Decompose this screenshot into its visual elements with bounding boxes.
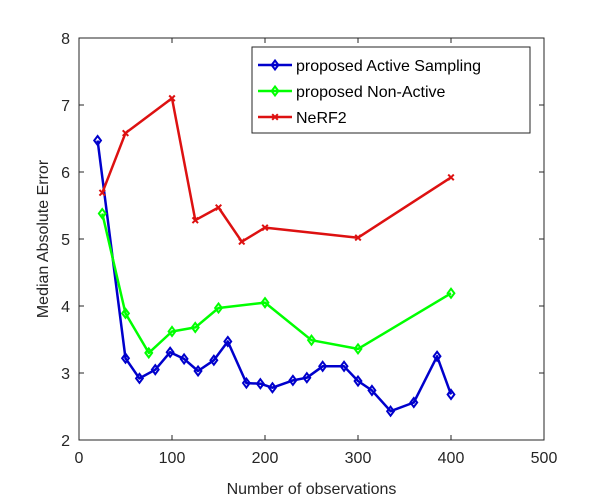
x-axis-label: Number of observations	[227, 481, 397, 498]
y-axis-label: Median Absolute Error	[35, 159, 52, 318]
data-point-nerf2	[354, 234, 362, 242]
data-point-proposed-non-active	[213, 301, 224, 315]
legend-label-nerf2: NeRF2	[296, 110, 347, 127]
legend-label-proposed-active-sampling: proposed Active Sampling	[296, 58, 481, 75]
data-point-proposed-non-active	[260, 296, 270, 309]
series-nerf2	[98, 94, 455, 246]
y-tick-label: 7	[61, 98, 70, 115]
legend-marker-proposed-non-active	[270, 84, 280, 98]
data-point-nerf2	[238, 238, 246, 246]
legend: proposed Active Sampling proposed Non-Act…	[251, 46, 531, 134]
data-point-proposed-active-sampling	[409, 396, 419, 409]
data-point-proposed-active-sampling	[120, 352, 131, 365]
data-point-proposed-active-sampling	[241, 376, 252, 390]
data-point-proposed-non-active	[446, 287, 456, 300]
y-tick-label: 5	[61, 232, 70, 249]
legend-label-proposed-non-active: proposed Non-Active	[296, 84, 446, 101]
data-point-proposed-active-sampling	[318, 360, 328, 373]
data-point-nerf2	[168, 94, 176, 102]
data-point-proposed-active-sampling	[385, 405, 396, 418]
data-point-proposed-active-sampling	[193, 364, 203, 378]
x-tick-label: 0	[75, 450, 84, 467]
legend-marker-proposed-active-sampling	[270, 58, 280, 72]
data-point-proposed-active-sampling	[92, 134, 103, 147]
x-tick-label: 500	[531, 450, 558, 467]
data-point-proposed-active-sampling	[302, 371, 312, 384]
data-point-nerf2	[261, 224, 269, 232]
legend-item-proposed-active-sampling: proposed Active Sampling	[258, 58, 481, 75]
x-tick-label: 400	[438, 450, 465, 467]
legend-item-nerf2: NeRF2	[258, 110, 347, 127]
y-tick-label: 2	[61, 433, 70, 450]
data-point-proposed-active-sampling	[353, 374, 363, 388]
data-point-proposed-active-sampling	[209, 354, 219, 367]
data-point-proposed-active-sampling	[367, 384, 377, 397]
axes-layer: 0 100 200 300 400 500 2 3 4 5 6 7 8	[61, 31, 557, 467]
y-tick-label: 4	[61, 299, 70, 316]
data-point-proposed-active-sampling	[179, 352, 189, 366]
series-line-proposed-active-sampling	[96, 140, 453, 413]
data-point-proposed-active-sampling	[150, 363, 160, 376]
data-point-proposed-non-active	[190, 321, 200, 334]
y-tick-label: 8	[61, 31, 70, 48]
data-point-proposed-active-sampling	[165, 346, 175, 359]
series-layer	[92, 94, 456, 418]
data-point-proposed-active-sampling	[288, 374, 298, 387]
data-point-proposed-active-sampling	[223, 335, 233, 348]
data-point-nerf2	[214, 204, 223, 212]
data-point-proposed-active-sampling	[339, 360, 349, 373]
series-proposed-non-active	[97, 207, 456, 360]
data-point-proposed-non-active	[144, 346, 154, 360]
data-point-proposed-active-sampling	[255, 377, 265, 390]
data-point-proposed-active-sampling	[432, 350, 442, 363]
data-point-nerf2	[191, 216, 199, 224]
data-point-nerf2	[121, 129, 130, 137]
x-tick-label: 100	[159, 450, 186, 467]
series-proposed-active-sampling	[92, 134, 456, 418]
data-point-proposed-non-active	[97, 207, 107, 220]
x-tick-label: 200	[252, 450, 279, 467]
data-point-nerf2	[98, 189, 106, 197]
data-point-nerf2	[447, 173, 455, 181]
y-tick-label: 6	[61, 165, 70, 182]
y-tick-label: 3	[61, 366, 70, 383]
data-point-proposed-non-active	[120, 307, 131, 320]
data-point-proposed-active-sampling	[267, 381, 278, 394]
legend-item-proposed-non-active: proposed Non-Active	[258, 84, 446, 101]
legend-marker-nerf2	[271, 113, 279, 121]
x-tick-label: 300	[345, 450, 372, 467]
data-point-proposed-non-active	[353, 342, 363, 356]
data-point-proposed-active-sampling	[134, 372, 145, 385]
data-point-proposed-active-sampling	[446, 388, 456, 401]
data-point-proposed-non-active	[306, 334, 317, 347]
data-point-proposed-non-active	[167, 325, 177, 338]
legend-box	[251, 46, 531, 134]
series-line-proposed-non-active	[101, 213, 452, 355]
